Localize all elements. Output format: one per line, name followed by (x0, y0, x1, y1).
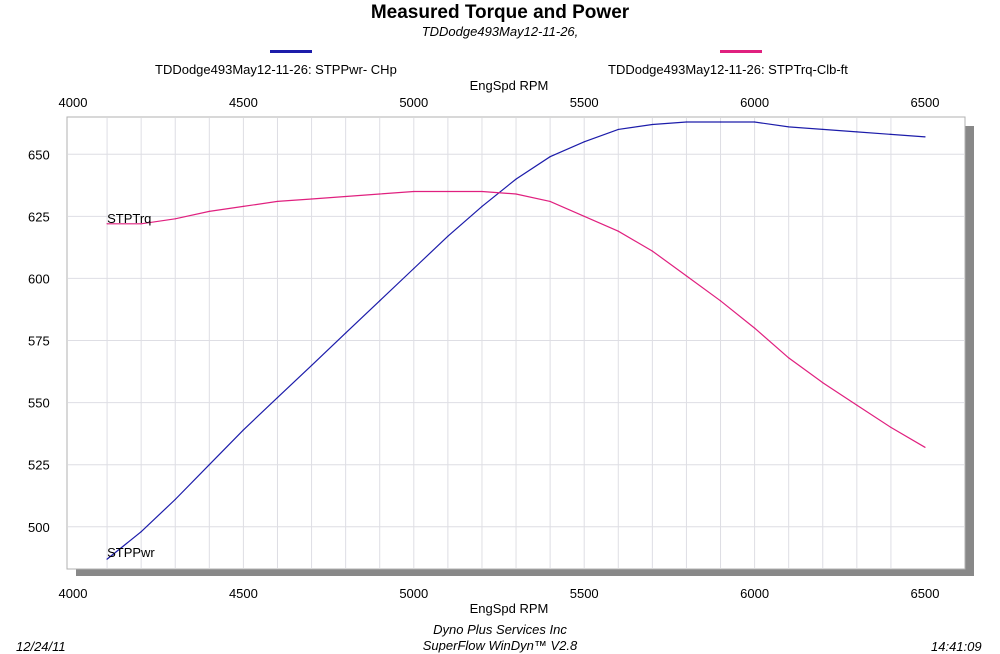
data-point (515, 178, 517, 180)
data-point (310, 364, 313, 366)
data-point (310, 198, 313, 200)
x-axis-label-bottom: EngSpd RPM (469, 601, 549, 616)
x-tick-label-top: 5000 (399, 95, 428, 110)
y-tick-label: 650 (28, 147, 50, 162)
data-point (719, 121, 722, 123)
data-point (345, 332, 347, 334)
y-tick-label: 550 (28, 396, 50, 411)
data-point (174, 218, 176, 220)
data-point (924, 446, 926, 448)
x-tick-label-top: 4000 (59, 95, 88, 110)
data-point (345, 195, 347, 198)
data-point (617, 128, 619, 131)
legend-label-torque: TDDodge493May12-11-26: STPTrq-Clb-ft (608, 62, 848, 77)
data-point (242, 429, 244, 431)
y-tick-label: 500 (28, 520, 50, 535)
data-point (481, 205, 483, 208)
data-point (890, 133, 892, 135)
data-point (651, 250, 653, 252)
data-point (447, 235, 449, 237)
data-point (754, 121, 756, 123)
y-tick-label: 575 (28, 334, 50, 349)
data-point (617, 230, 619, 232)
data-point (242, 205, 244, 208)
data-point (549, 200, 551, 203)
data-point (890, 426, 892, 429)
x-tick-label-top: 5500 (570, 95, 599, 110)
data-point (208, 464, 210, 466)
x-tick-label-top: 4500 (229, 95, 258, 110)
x-tick-label-top: 6500 (911, 95, 940, 110)
data-point (276, 200, 279, 203)
y-tick-label: 525 (28, 458, 50, 473)
data-point (924, 136, 926, 138)
data-point (413, 267, 415, 270)
series-label-power: STPPwr (107, 545, 155, 560)
data-point (685, 121, 688, 123)
data-point (754, 327, 756, 329)
footer-time: 14:41:09 (931, 639, 982, 654)
data-point (788, 126, 790, 128)
data-point (822, 128, 824, 131)
data-point (515, 193, 517, 195)
data-point (481, 190, 483, 193)
data-point (856, 404, 858, 406)
data-point (788, 357, 790, 359)
data-point (583, 215, 585, 217)
legend-swatch-power (270, 50, 312, 53)
data-point (106, 223, 108, 225)
data-point (208, 210, 210, 212)
x-tick-label-bottom: 5500 (570, 586, 599, 601)
footer-date: 12/24/11 (16, 639, 66, 654)
data-point (549, 156, 551, 158)
x-tick-label-top: 6000 (740, 95, 769, 110)
x-tick-label-bottom: 6500 (911, 586, 940, 601)
data-point (140, 223, 142, 225)
x-tick-label-bottom: 4500 (229, 586, 258, 601)
data-point (276, 397, 279, 399)
series-label-torque: STPTrq (107, 211, 151, 226)
data-point (413, 190, 415, 193)
legend-swatch-torque (720, 50, 762, 53)
x-tick-label-bottom: 5000 (399, 586, 428, 601)
data-point (106, 558, 108, 560)
data-point (379, 300, 381, 302)
data-point (583, 141, 585, 143)
data-point (447, 190, 449, 193)
data-point (719, 300, 722, 302)
chart-subtitle: TDDodge493May12-11-26, (421, 24, 579, 39)
data-point (856, 131, 858, 133)
footer-software: SuperFlow WinDyn™ V2.8 (422, 638, 578, 653)
data-point (174, 498, 176, 501)
data-point (685, 275, 688, 277)
data-point (651, 123, 653, 126)
footer-company: Dyno Plus Services Inc (433, 622, 567, 637)
data-point (379, 193, 381, 195)
data-point (140, 531, 142, 533)
data-point (822, 382, 824, 384)
y-tick-label: 600 (28, 271, 50, 286)
x-tick-label-bottom: 4000 (59, 586, 88, 601)
chart-title: Measured Torque and Power (370, 2, 630, 23)
legend-label-power: TDDodge493May12-11-26: STPPwr- CHp (155, 62, 397, 77)
x-axis-label-top: EngSpd RPM (469, 78, 549, 93)
x-tick-label-bottom: 6000 (740, 586, 769, 601)
y-tick-label: 625 (28, 209, 50, 224)
